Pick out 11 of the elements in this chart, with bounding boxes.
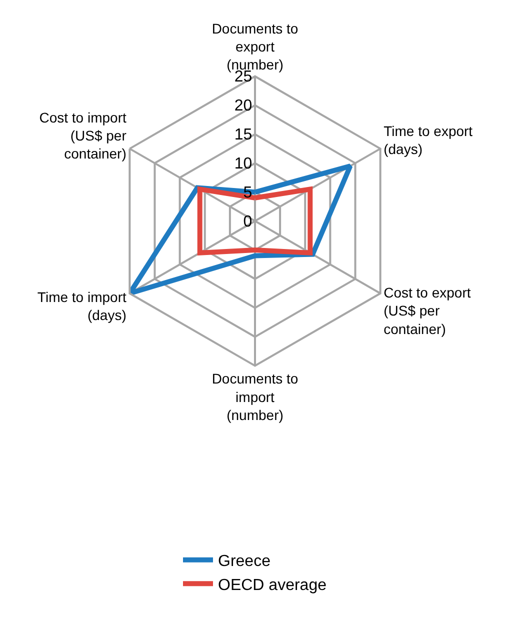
spoke-label: Time to export (days)	[384, 122, 473, 158]
y-tick-label: 20	[234, 97, 252, 114]
spoke-label: Time to import (days)	[37, 289, 126, 324]
y-tick-label: 0	[243, 213, 252, 230]
spoke-label: Cost to import (US$ per container)	[39, 109, 127, 162]
y-tick-label: 15	[234, 126, 252, 144]
y-tick-label: 10	[234, 155, 252, 172]
legend-label: Greece	[218, 553, 271, 570]
spoke-label: Cost to export (US$ per container)	[384, 284, 471, 337]
spoke-label: Documents to import (number)	[212, 370, 298, 423]
legend-label: OECD average	[218, 576, 327, 594]
